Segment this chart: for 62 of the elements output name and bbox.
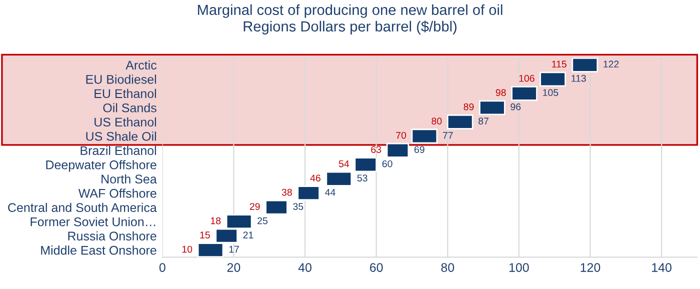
y-tick-label: WAF Offshore xyxy=(78,188,156,198)
y-tick-label: Deepwater Offshore xyxy=(46,160,156,172)
data-label: 122 xyxy=(604,60,619,68)
data-label: 25 xyxy=(258,217,268,224)
bar xyxy=(354,157,378,172)
data-label: 35 xyxy=(293,203,304,210)
bar xyxy=(297,186,320,201)
data-label: 53 xyxy=(357,174,368,182)
annotation: 29 xyxy=(250,203,260,210)
y-tick-label: Oil Sands xyxy=(103,103,156,112)
annotation: 80 xyxy=(432,118,442,125)
x-tick-label: 60 xyxy=(370,263,383,272)
x-tick-label: 140 xyxy=(652,263,672,272)
bar xyxy=(265,200,288,215)
y-tick-label: EU Biodiesel xyxy=(86,74,156,84)
x-tick-label: 0 xyxy=(159,263,166,272)
bar xyxy=(326,171,352,186)
data-label: 17 xyxy=(229,246,239,253)
y-tick-label: North Sea xyxy=(102,174,157,184)
annotation: 10 xyxy=(182,246,192,253)
data-label: 105 xyxy=(543,89,558,96)
y-tick-label: EU Ethanol xyxy=(94,88,156,98)
data-label: 21 xyxy=(243,232,254,238)
y-tick-label: Former Soviet Union… xyxy=(30,217,156,226)
bar xyxy=(511,86,538,101)
y-tick-label: US Shale Oil xyxy=(86,132,156,141)
annotation: 15 xyxy=(200,232,210,238)
data-label: 113 xyxy=(572,74,586,82)
annotation: 63 xyxy=(371,146,382,153)
annotation: 98 xyxy=(496,89,506,96)
y-tick-label: Russia Onshore xyxy=(68,231,156,240)
data-label: 96 xyxy=(510,103,521,110)
data-label: 87 xyxy=(478,118,488,125)
annotation: 38 xyxy=(282,188,292,196)
chart-title: Marginal cost of producing one new barrel of oil Regions Dollars per barrel ($/bbl) xyxy=(198,4,502,34)
x-tick-label: 40 xyxy=(298,263,312,272)
x-tick-label: 80 xyxy=(441,263,454,272)
x-tick-label: 100 xyxy=(509,263,529,272)
x-tick-label: 120 xyxy=(580,263,600,272)
bar xyxy=(446,114,474,130)
y-tick-label: US Ethanol xyxy=(94,117,156,127)
bar xyxy=(540,72,566,87)
annotation: 18 xyxy=(210,217,221,224)
annotation: 115 xyxy=(552,60,566,68)
y-tick-label: Brazil Ethanol xyxy=(80,146,156,156)
y-tick-label: Central and South America xyxy=(8,202,157,212)
x-tick-label: 20 xyxy=(227,263,240,272)
annotation: 89 xyxy=(464,103,474,110)
annotation: 54 xyxy=(338,160,350,168)
annotation: 106 xyxy=(519,74,534,82)
y-tick-label: Arctic xyxy=(126,60,157,70)
bar xyxy=(572,58,598,72)
annotation: 46 xyxy=(310,174,320,182)
bar xyxy=(386,142,410,158)
annotation: 70 xyxy=(396,132,406,139)
bar xyxy=(411,128,438,144)
y-tick-label: Middle East Onshore xyxy=(41,246,156,255)
data-label: 44 xyxy=(325,188,336,196)
data-label: 60 xyxy=(382,160,392,168)
data-label: 69 xyxy=(414,146,424,153)
data-label: 77 xyxy=(442,132,453,139)
bar xyxy=(479,100,506,116)
